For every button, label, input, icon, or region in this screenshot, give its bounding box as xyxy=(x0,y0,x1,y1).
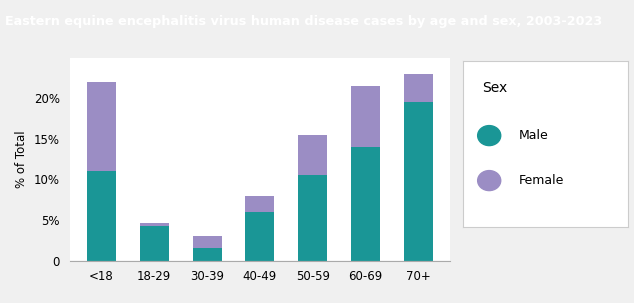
Bar xyxy=(245,212,275,261)
Bar xyxy=(404,102,433,261)
Text: Female: Female xyxy=(519,174,564,187)
Bar xyxy=(351,86,380,147)
Bar xyxy=(139,226,169,261)
Bar xyxy=(193,248,222,261)
Bar xyxy=(298,175,327,261)
Bar xyxy=(404,74,433,102)
Ellipse shape xyxy=(477,171,501,191)
Text: Sex: Sex xyxy=(482,81,508,95)
Bar xyxy=(245,196,275,212)
Bar xyxy=(87,171,116,261)
Text: Eastern equine encephalitis virus human disease cases by age and sex, 2003-2023: Eastern equine encephalitis virus human … xyxy=(5,15,602,28)
Y-axis label: % of Total: % of Total xyxy=(15,130,29,188)
Bar xyxy=(87,82,116,171)
Text: Male: Male xyxy=(519,129,548,142)
Bar xyxy=(351,147,380,261)
Bar xyxy=(139,223,169,226)
Ellipse shape xyxy=(477,125,501,145)
Bar xyxy=(298,135,327,175)
Bar xyxy=(193,236,222,248)
